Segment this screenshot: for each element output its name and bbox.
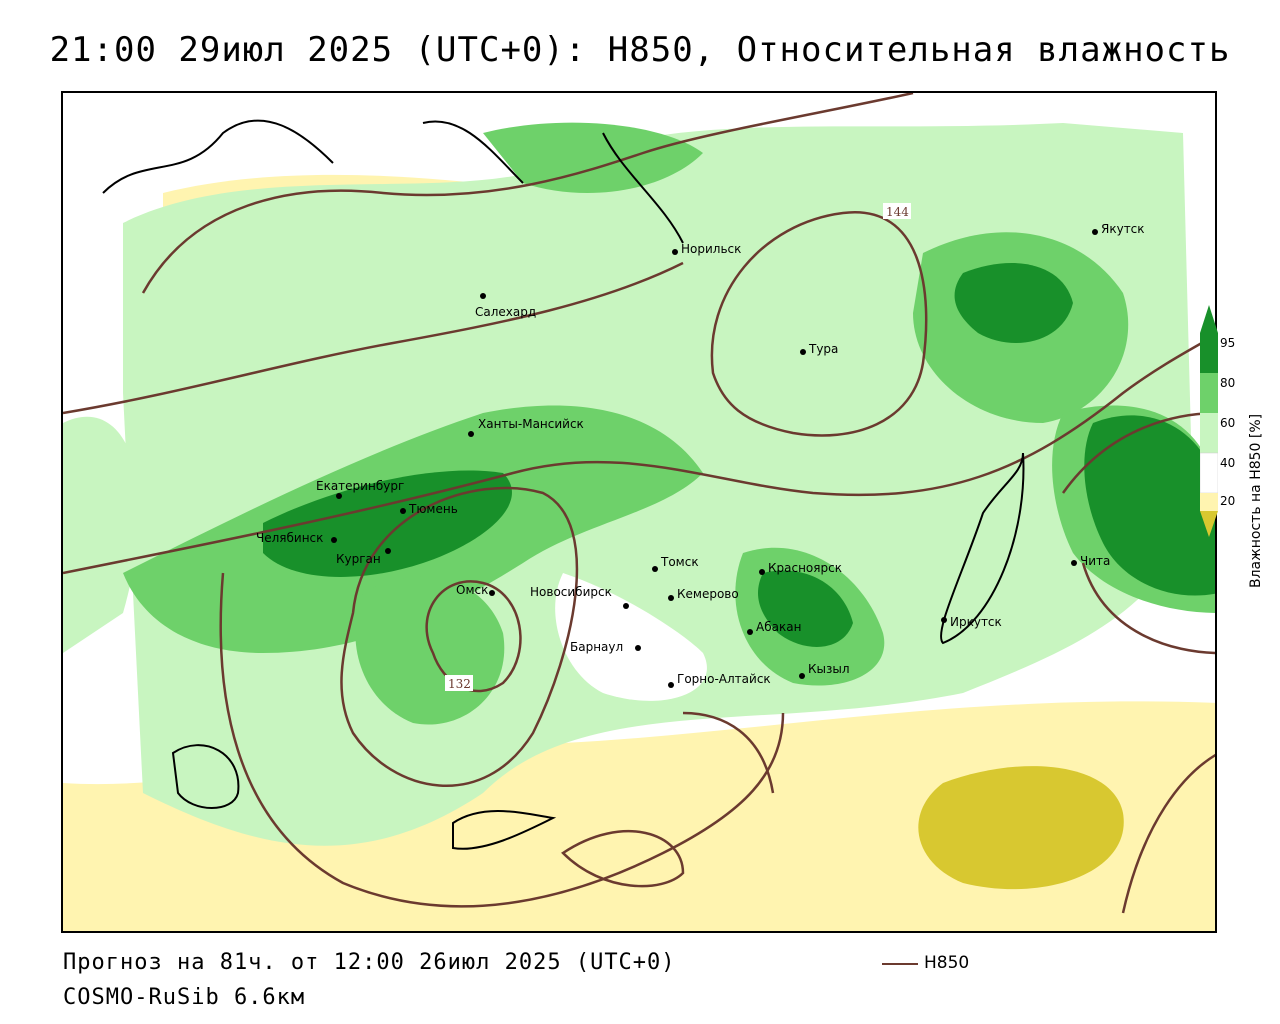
lake-balkhash-outline bbox=[452, 810, 557, 850]
city-dot-kyzyl bbox=[799, 673, 805, 679]
contour-legend-label: H850 bbox=[924, 953, 970, 973]
city-dot-tura bbox=[800, 349, 806, 355]
city-dot-irkutsk bbox=[941, 617, 947, 623]
wet-area-north bbox=[483, 122, 703, 193]
colorbar-bottom-arrow bbox=[1200, 511, 1218, 537]
map-title: 21:00 29июл 2025 (UTC+0): H850, Относите… bbox=[49, 30, 1231, 70]
city-dot-norilsk bbox=[672, 249, 678, 255]
city-label-novosibirsk: Новосибирск bbox=[530, 585, 612, 599]
colorbar-tick-60: 60 bbox=[1220, 416, 1236, 430]
city-dot-barnaul bbox=[635, 645, 641, 651]
city-label-kurgan: Курган bbox=[336, 552, 381, 566]
city-label-gorno-altaysk: Горно-Алтайск bbox=[677, 672, 771, 686]
contour-label-144: 144 bbox=[886, 205, 909, 219]
colorbar-tick-40: 40 bbox=[1220, 456, 1236, 470]
city-dot-abakan bbox=[747, 629, 753, 635]
city-dot-gorno-altaysk bbox=[668, 682, 674, 688]
city-dot-omsk bbox=[489, 590, 495, 596]
contour-central bbox=[63, 333, 1215, 575]
city-label-chita: Чита bbox=[1080, 554, 1110, 568]
city-label-ekaterinburg: Екатеринбург bbox=[316, 479, 404, 493]
contour-144 bbox=[710, 211, 928, 437]
city-dot-kurgan bbox=[385, 548, 391, 554]
city-dot-krasnoyarsk bbox=[759, 569, 765, 575]
humidity-colorbar bbox=[1200, 305, 1218, 537]
aral-sea-outline bbox=[171, 744, 240, 809]
city-dot-chelyabinsk bbox=[331, 537, 337, 543]
city-label-kemerovo: Кемерово bbox=[677, 587, 739, 601]
dry-hole-altai bbox=[555, 573, 707, 701]
map-panel[interactable]: 144 132 Якутск Норильск Салехард Тура Ха… bbox=[61, 91, 1217, 933]
humidity-map: 144 132 Якутск Норильск Салехард Тура Ха… bbox=[63, 93, 1215, 931]
contour-label-group: 144 132 bbox=[445, 203, 911, 691]
saturated-core-north bbox=[954, 263, 1073, 343]
city-dot-tomsk bbox=[652, 566, 658, 572]
city-dot-salekhard bbox=[480, 293, 486, 299]
city-label-tomsk: Томск bbox=[660, 555, 699, 569]
contour-legend-line bbox=[882, 963, 918, 965]
city-label-abakan: Абакан bbox=[756, 620, 801, 634]
city-dot-kemerovo bbox=[668, 595, 674, 601]
contour-north bbox=[141, 93, 914, 294]
city-label-kyzyl: Кызыл bbox=[808, 662, 850, 676]
city-label-chelyabinsk: Челябинск bbox=[256, 531, 323, 545]
colorbar-top-arrow bbox=[1200, 305, 1218, 333]
coastline-north bbox=[102, 119, 684, 244]
city-dot-khanty-mansiysk bbox=[468, 431, 474, 437]
contour-southwest bbox=[219, 572, 785, 908]
city-label-yakutsk: Якутск bbox=[1101, 222, 1145, 236]
saturated-core-chita bbox=[1084, 415, 1215, 596]
city-dot-chita bbox=[1071, 560, 1077, 566]
colorbar-tick-95: 95 bbox=[1220, 336, 1236, 350]
city-label-omsk: Омск bbox=[456, 583, 488, 597]
contour-south bbox=[561, 711, 775, 888]
city-label-irkutsk: Иркутск bbox=[950, 615, 1002, 629]
lake-baikal-outline bbox=[940, 452, 1025, 645]
moist-area-west bbox=[63, 416, 140, 653]
contour-southeast bbox=[1121, 753, 1215, 914]
city-label-tyumen: Тюмень bbox=[408, 502, 458, 516]
city-label-salekhard: Салехард bbox=[475, 305, 536, 319]
city-label-norilsk: Норильск bbox=[681, 242, 741, 256]
very-dry-area-southeast bbox=[918, 766, 1124, 890]
colorbar-title: Влажность на H850 [%] bbox=[1248, 413, 1264, 588]
model-info: COSMO-RuSib 6.6км bbox=[63, 985, 306, 1010]
colorbar-tick-80: 80 bbox=[1220, 376, 1236, 390]
saturated-core-krasnoyarsk bbox=[758, 570, 853, 647]
contour-west-mid bbox=[63, 261, 684, 415]
city-dot-novosibirsk bbox=[623, 603, 629, 609]
city-markers: Якутск Норильск Салехард Тура Ханты-Манс… bbox=[256, 222, 1145, 688]
contour-omsk bbox=[340, 486, 579, 788]
contour-label-132: 132 bbox=[448, 677, 471, 691]
city-label-khanty-mansiysk: Ханты-Мансийск bbox=[478, 417, 584, 431]
city-label-krasnoyarsk: Красноярск bbox=[768, 561, 842, 575]
city-dot-ekaterinburg bbox=[336, 493, 342, 499]
city-dot-tyumen bbox=[400, 508, 406, 514]
city-label-barnaul: Барнаул bbox=[570, 640, 623, 654]
city-label-tura: Тура bbox=[808, 342, 838, 356]
city-dot-yakutsk bbox=[1092, 229, 1098, 235]
colorbar-tick-20: 20 bbox=[1220, 494, 1236, 508]
forecast-info: Прогноз на 81ч. от 12:00 26июл 2025 (UTC… bbox=[63, 950, 676, 975]
